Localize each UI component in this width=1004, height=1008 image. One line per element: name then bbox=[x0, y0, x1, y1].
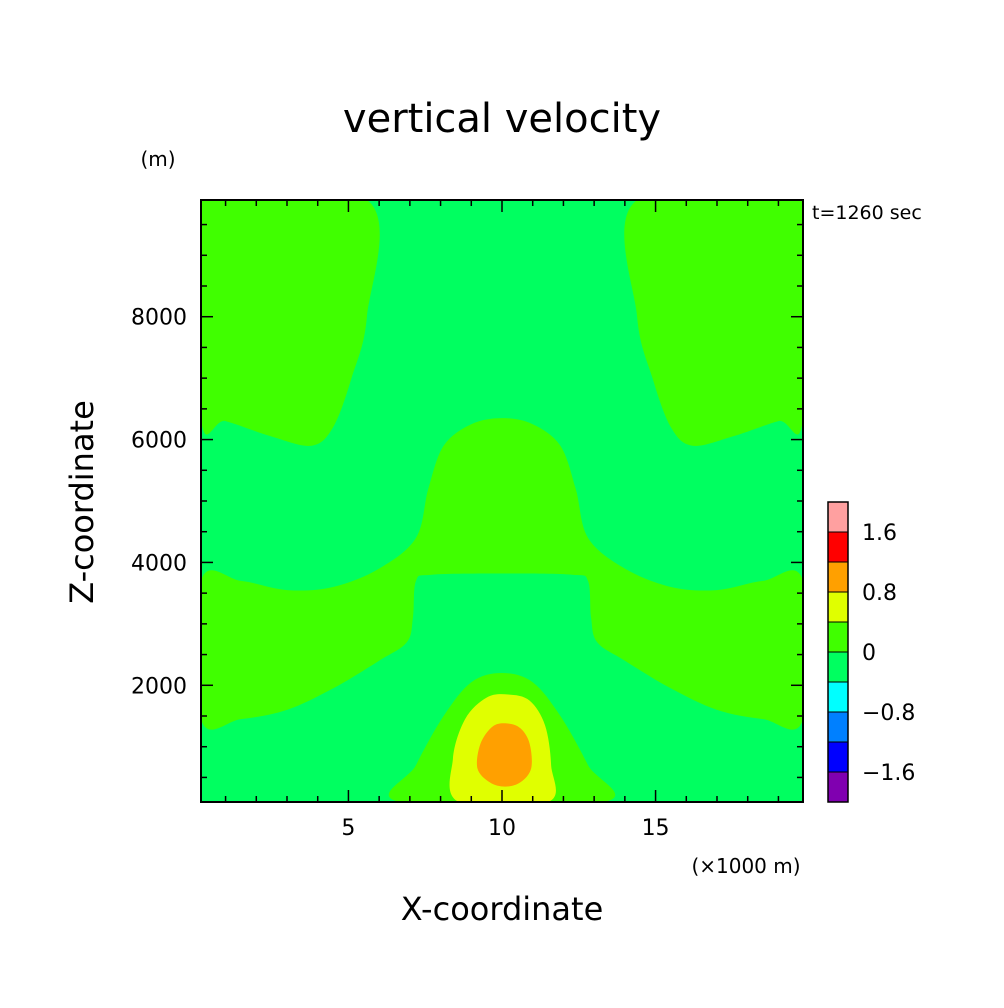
x-axis: 5 10 15 bbox=[224, 200, 780, 841]
x-tick-label: 5 bbox=[341, 816, 355, 841]
contour-region-middle-band-updraft bbox=[201, 418, 803, 730]
colorbar-frame bbox=[827, 501, 849, 803]
colorbar-swatch bbox=[828, 682, 848, 712]
time-label: t=1260 sec bbox=[812, 202, 922, 224]
colorbar-tick-label: −1.6 bbox=[862, 761, 915, 786]
colorbar-swatch bbox=[828, 502, 848, 532]
y-tick-label: 4000 bbox=[131, 551, 187, 576]
contour-region-core-0.8 bbox=[476, 723, 532, 787]
contour-region-upper-left-updraft bbox=[201, 200, 380, 446]
y-tick-label: 2000 bbox=[131, 674, 187, 699]
colorbar-swatch bbox=[828, 742, 848, 772]
y-axis: 2000 4000 6000 8000 bbox=[131, 223, 803, 779]
colorbar-swatch bbox=[828, 712, 848, 742]
contour-fills bbox=[201, 200, 803, 802]
y-axis-label: Z-coordinate bbox=[63, 400, 101, 604]
colorbar-tick-label: 1.6 bbox=[862, 521, 897, 546]
contour-region-upper-right-updraft bbox=[624, 200, 803, 446]
colorbar: −1.6 −0.8 0 0.8 1.6 bbox=[827, 501, 915, 803]
colorbar-tick-label: 0.8 bbox=[862, 581, 897, 606]
plot-area bbox=[200, 199, 804, 803]
x-tick-label: 10 bbox=[488, 816, 516, 841]
colorbar-swatch bbox=[828, 562, 848, 592]
colorbar-swatch bbox=[828, 592, 848, 622]
colorbar-swatch bbox=[828, 532, 848, 562]
x-axis-label: X-coordinate bbox=[401, 890, 604, 928]
colorbar-tick-label: −0.8 bbox=[862, 701, 915, 726]
colorbar-swatch bbox=[828, 622, 848, 652]
colorbar-tick-label: 0 bbox=[862, 641, 876, 666]
y-tick-label: 6000 bbox=[131, 429, 187, 454]
chart-title: vertical velocity bbox=[343, 96, 661, 142]
colorbar-swatch bbox=[828, 772, 848, 802]
colorbar-swatch bbox=[828, 652, 848, 682]
x-unit-label: (×1000 m) bbox=[691, 854, 800, 878]
x-tick-label: 15 bbox=[642, 816, 670, 841]
y-unit-label: (m) bbox=[140, 147, 175, 171]
y-tick-label: 8000 bbox=[131, 306, 187, 331]
